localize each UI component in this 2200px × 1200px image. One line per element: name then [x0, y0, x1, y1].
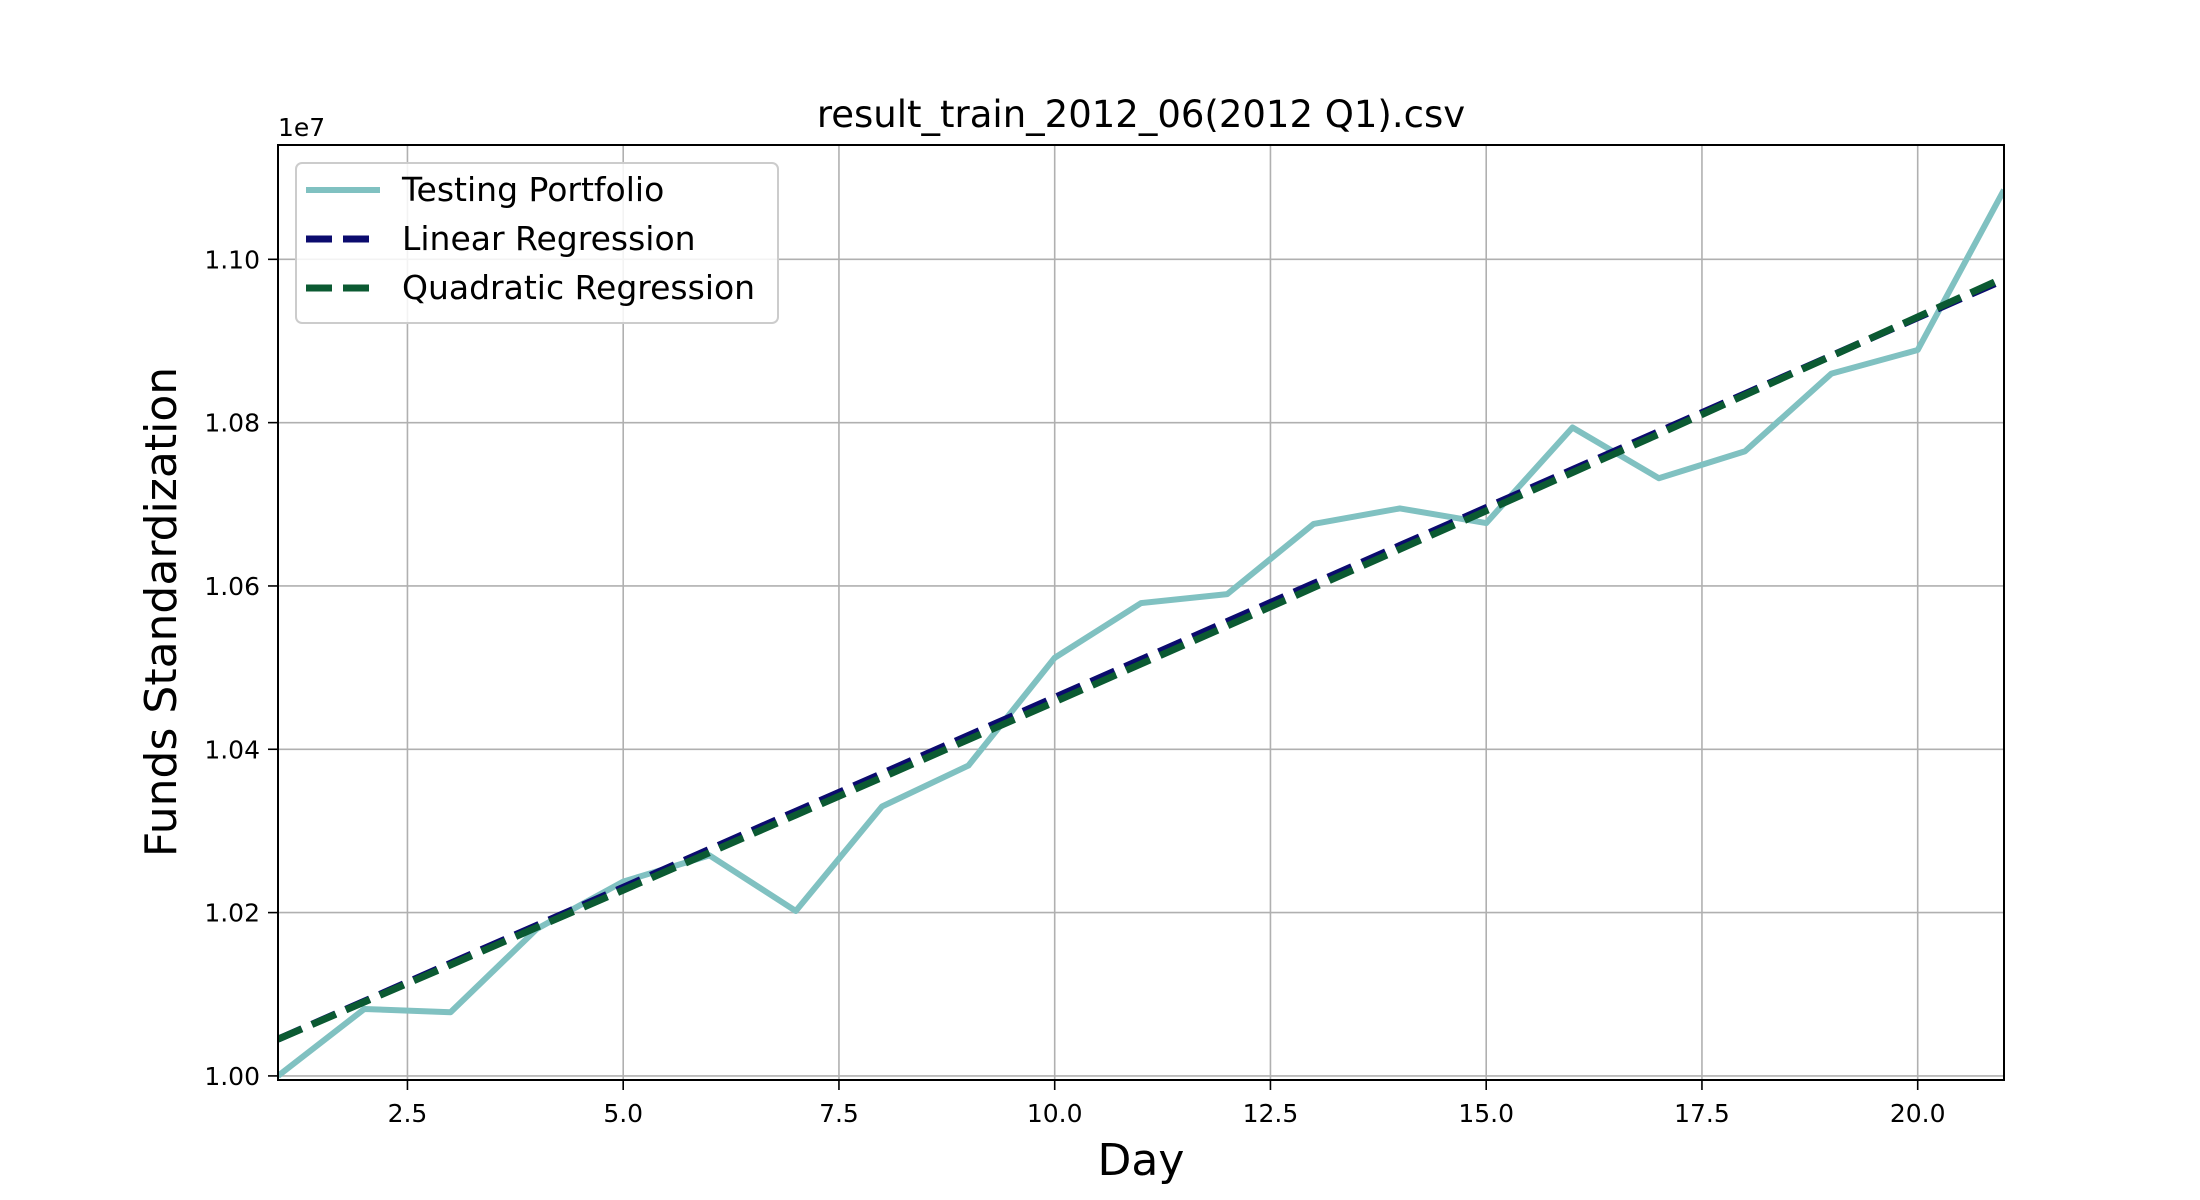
y-tick-label: 1.06 — [204, 572, 260, 601]
plot-lines — [278, 188, 2004, 1079]
y-tick-label: 1.00 — [204, 1062, 260, 1091]
x-axis-label: Day — [1098, 1135, 1185, 1186]
y-tick-label: 1.04 — [204, 735, 260, 764]
legend-label-quadratic-regression: Quadratic Regression — [402, 268, 755, 307]
legend-label-linear-regression: Linear Regression — [402, 219, 696, 258]
y-axis-label: Funds Standardization — [136, 367, 187, 857]
chart-title: result_train_2012_06(2012 Q1).csv — [817, 93, 1465, 136]
legend-box — [295, 162, 779, 324]
x-axis: 2.5 5.0 7.5 10.0 12.5 15.0 17.5 20.0 — [388, 1080, 1946, 1128]
x-tick-label: 7.5 — [819, 1099, 859, 1128]
series-line-quadratic-regression — [278, 274, 2004, 1043]
y-offset-label: 1e7 — [278, 113, 325, 142]
y-tick-label: 1.02 — [204, 899, 260, 928]
y-tick-label: 1.10 — [204, 245, 260, 274]
y-axis: 1.00 1.02 1.04 1.06 1.08 1.10 — [204, 245, 278, 1091]
x-tick-label: 17.5 — [1674, 1099, 1730, 1128]
grid — [278, 145, 2004, 1080]
x-tick-label: 20.0 — [1890, 1099, 1946, 1128]
x-tick-label: 12.5 — [1243, 1099, 1299, 1128]
x-tick-label: 15.0 — [1458, 1099, 1514, 1128]
legend: Testing Portfolio Linear Regression Quadra… — [295, 162, 779, 324]
y-tick-label: 1.08 — [204, 409, 260, 438]
legend-label-testing-portfolio: Testing Portfolio — [401, 170, 664, 209]
plot-frame — [277, 144, 2005, 1081]
x-tick-label: 5.0 — [603, 1099, 643, 1128]
x-tick-label: 10.0 — [1027, 1099, 1083, 1128]
x-tick-label: 2.5 — [388, 1099, 428, 1128]
